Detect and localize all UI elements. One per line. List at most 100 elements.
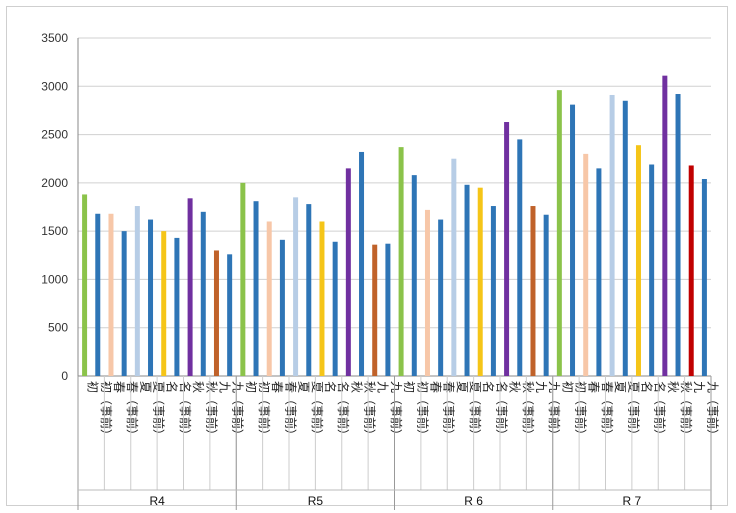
bar [451,158,457,376]
x-tick-label: 春（事前） [125,381,140,441]
bar [411,175,417,376]
group-label: R4 [149,494,165,508]
bar [134,206,140,376]
x-tick-label: 初 [402,381,416,393]
bar [332,241,338,376]
bar [490,206,496,376]
bar [108,213,114,376]
x-tick-label: 秋（事前） [363,381,378,441]
x-tick-label: 春（事前） [442,381,457,441]
x-tick-label: 春（事前） [283,381,298,441]
bar [385,243,391,376]
bar [95,213,101,376]
x-tick-label: 名 [165,381,180,393]
bar [701,178,707,376]
x-tick-label: 夏 [297,381,311,393]
y-tick-label: 1500 [41,224,68,238]
x-tick-label: 初（事前） [257,381,272,441]
x-tick-label: 秋 [349,381,363,393]
x-tick-label: 九 [376,381,390,393]
bar [148,219,154,376]
x-tick-label: 九 [534,381,548,393]
bar [596,168,602,376]
y-tick-label: 3500 [41,31,68,45]
bar [82,194,88,376]
y-tick-label: 3000 [41,79,68,93]
bar [121,231,127,376]
bar [240,182,246,376]
x-tick-label: 名（事前） [178,381,193,441]
x-tick-label: 夏（事前） [152,381,167,441]
x-tick-label: 初 [560,381,574,393]
bar [556,90,562,377]
x-tick-label: 名（事前） [653,381,668,441]
y-tick-label: 2000 [41,176,68,190]
bar [359,151,365,376]
bar [187,198,193,376]
x-tick-label: 九 [692,381,706,393]
bar [438,219,444,376]
bar [464,184,470,376]
y-tick-label: 1000 [41,272,68,286]
y-tick-label: 2500 [41,128,68,142]
x-tick-label: 秋（事前） [521,381,536,441]
group-label: R 6 [464,494,483,508]
x-tick-label: 九（事前） [705,381,720,441]
bar [293,197,299,376]
x-tick-label: 初 [244,381,258,393]
x-tick-label: 夏 [613,381,627,393]
bar [622,100,628,377]
x-tick-label: 春 [428,381,442,393]
x-tick-label: 秋 [666,381,680,393]
group-label: R5 [308,494,324,508]
bar [200,211,206,376]
bar [213,250,219,376]
bar [372,244,378,376]
x-tick-label: 初（事前） [415,381,430,441]
bar [398,147,404,376]
bar [517,139,523,376]
x-tick-label: 九 [217,381,231,393]
bar [649,164,655,376]
bar [319,221,325,376]
x-tick-label: 夏（事前） [310,381,325,441]
group-label: R 7 [623,494,642,508]
x-tick-label: 名 [481,381,496,393]
bar [530,206,536,376]
x-tick-label: 夏（事前） [468,381,483,441]
x-tick-label: 名（事前） [336,381,351,441]
bar [253,201,259,376]
bar [504,122,510,376]
bar [424,209,430,376]
bar [635,145,641,376]
x-tick-label: 秋 [508,381,522,393]
x-tick-label: 春 [270,381,284,393]
bar [174,237,180,376]
bar [345,168,351,376]
x-tick-label: 九（事前） [547,381,562,441]
bar [570,104,576,377]
bar [583,153,589,376]
bar [543,214,549,376]
y-tick-label: 500 [48,321,68,335]
x-tick-label: 春 [587,381,601,393]
x-tick-label: 名 [323,381,338,393]
x-tick-label: 春（事前） [600,381,615,441]
x-tick-label: 初（事前） [99,381,114,441]
x-tick-label: 名 [639,381,654,393]
bar [688,165,694,376]
x-tick-label: 初 [86,381,100,393]
x-tick-label: 夏（事前） [626,381,641,441]
bar [161,231,167,376]
bar [477,187,483,376]
y-tick-label: 0 [61,369,68,383]
bar [266,221,272,376]
bar [609,94,615,376]
x-tick-label: 秋（事前） [679,381,694,441]
bar [662,75,668,377]
bar [306,204,312,376]
x-tick-label: 九（事前） [231,381,246,441]
x-tick-label: 秋 [191,381,205,393]
bar [279,239,285,376]
